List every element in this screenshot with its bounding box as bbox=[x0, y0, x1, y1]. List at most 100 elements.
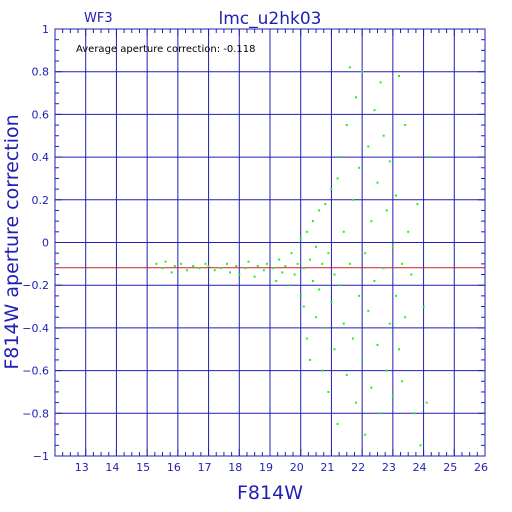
data-point bbox=[358, 294, 361, 297]
data-point bbox=[373, 279, 376, 282]
x-tick-label: 17 bbox=[198, 461, 212, 474]
data-point bbox=[348, 66, 351, 69]
data-point bbox=[373, 109, 376, 112]
data-point bbox=[327, 390, 330, 393]
data-point bbox=[413, 412, 416, 415]
data-point bbox=[416, 203, 419, 206]
x-tick-label: 13 bbox=[75, 461, 89, 474]
data-point bbox=[213, 269, 216, 272]
data-point bbox=[330, 188, 333, 191]
data-point bbox=[355, 96, 357, 99]
data-point bbox=[315, 245, 318, 248]
data-point bbox=[367, 309, 370, 312]
data-point bbox=[394, 294, 397, 297]
data-point bbox=[312, 220, 314, 223]
data-point bbox=[361, 358, 364, 361]
data-point bbox=[382, 267, 385, 270]
plot-frame bbox=[54, 28, 486, 457]
data-point bbox=[336, 177, 339, 180]
data-point bbox=[186, 269, 189, 272]
data-point bbox=[173, 264, 176, 267]
y-tick-label: 1 bbox=[42, 23, 49, 36]
x-tick-label: 16 bbox=[167, 461, 181, 474]
data-point bbox=[330, 301, 333, 304]
chart-title: lmc_u2hk03 bbox=[219, 9, 322, 29]
data-point bbox=[336, 422, 339, 425]
data-point bbox=[226, 262, 228, 265]
data-point bbox=[398, 74, 400, 77]
data-point bbox=[404, 316, 407, 319]
x-tick-label: 14 bbox=[105, 461, 119, 474]
grid-lines bbox=[54, 28, 486, 457]
data-point bbox=[407, 230, 410, 233]
data-point bbox=[281, 271, 284, 274]
data-point bbox=[339, 284, 342, 287]
data-point bbox=[398, 348, 400, 351]
data-point bbox=[308, 358, 311, 361]
data-point bbox=[219, 267, 222, 270]
data-point bbox=[339, 156, 342, 159]
data-point bbox=[229, 271, 232, 274]
data-point bbox=[370, 386, 373, 389]
x-tick-label: 26 bbox=[474, 461, 488, 474]
y-tick-label: −0.6 bbox=[22, 365, 49, 378]
y-tick-label: 0.2 bbox=[32, 194, 50, 207]
data-point bbox=[394, 194, 397, 197]
x-tick-label: 15 bbox=[136, 461, 150, 474]
data-point bbox=[404, 124, 407, 127]
x-tick-label: 23 bbox=[382, 461, 396, 474]
data-point bbox=[308, 258, 311, 261]
data-point bbox=[318, 209, 321, 212]
data-point bbox=[305, 337, 308, 340]
y-tick-label: −0.2 bbox=[22, 279, 49, 292]
data-point bbox=[299, 237, 302, 240]
data-point bbox=[262, 269, 265, 272]
data-point bbox=[238, 273, 241, 276]
data-point bbox=[324, 326, 327, 329]
data-points bbox=[155, 66, 431, 447]
data-point bbox=[235, 264, 238, 267]
data-point bbox=[388, 322, 391, 325]
y-tick-label: 0.6 bbox=[32, 108, 50, 121]
x-tick-label: 22 bbox=[351, 461, 365, 474]
data-point bbox=[391, 395, 394, 398]
data-point bbox=[367, 145, 370, 148]
data-point bbox=[272, 267, 275, 270]
x-tick-label: 20 bbox=[290, 461, 304, 474]
data-point bbox=[315, 316, 318, 319]
data-point bbox=[391, 245, 394, 248]
data-point bbox=[401, 380, 404, 383]
data-point bbox=[284, 264, 287, 267]
data-point bbox=[290, 252, 293, 255]
y-tick-labels: 1 0.8 0.6 0.4 0.2 0 −0.2 −0.4 −0.6 −0.8 −1 bbox=[22, 23, 49, 463]
data-point bbox=[324, 203, 327, 206]
x-tick-label: 18 bbox=[228, 461, 242, 474]
y-axis-label: F814W aperture correction bbox=[1, 114, 23, 369]
y-tick-label: 0.8 bbox=[32, 66, 50, 79]
data-point bbox=[265, 262, 268, 265]
data-point bbox=[287, 284, 290, 287]
data-point bbox=[318, 288, 321, 291]
data-point bbox=[164, 260, 167, 263]
data-point bbox=[302, 305, 305, 308]
data-point bbox=[419, 444, 422, 447]
data-point bbox=[422, 305, 425, 308]
data-point bbox=[161, 267, 164, 270]
data-point bbox=[312, 279, 314, 282]
data-point bbox=[247, 260, 250, 263]
x-tick-label: 25 bbox=[443, 461, 457, 474]
data-point bbox=[382, 134, 385, 137]
data-point bbox=[364, 433, 367, 436]
data-point bbox=[410, 273, 413, 276]
x-tick-label: 21 bbox=[320, 461, 334, 474]
data-point bbox=[333, 348, 336, 351]
average-correction-annotation: Average aperture correction: -0.118 bbox=[76, 44, 256, 55]
data-point bbox=[244, 267, 247, 270]
data-point bbox=[376, 181, 379, 184]
data-point bbox=[305, 230, 308, 233]
x-tick-label: 19 bbox=[259, 461, 273, 474]
data-point bbox=[385, 209, 388, 212]
data-point bbox=[333, 273, 336, 276]
y-tick-label: −0.4 bbox=[22, 322, 49, 335]
